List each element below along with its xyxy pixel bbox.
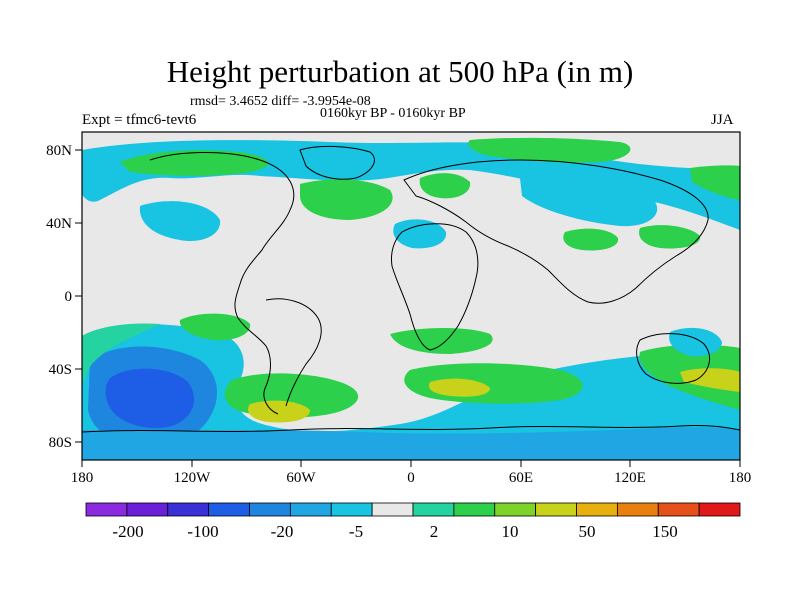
lat-label-40n: 40N: [46, 216, 72, 232]
sh-atlantic-yellow: [248, 400, 310, 423]
colorbar-label-6: 50: [578, 522, 596, 541]
nh-atlantic-blue: [393, 219, 447, 249]
season-label: JJA: [711, 112, 734, 128]
colorbar-swatch: [167, 502, 210, 517]
south-america-coast: [265, 298, 322, 407]
colorbar-swatch: [576, 502, 618, 517]
colorbar-swatch: [453, 502, 496, 517]
sh-indian-yellow: [428, 378, 490, 397]
colorbar-label-2: -20: [270, 522, 294, 541]
colorbar-swatch: [371, 502, 414, 517]
lon-label-120e: 120E: [614, 470, 646, 486]
colorbar-swatch: [289, 502, 332, 517]
nh-siberia-green: [468, 137, 631, 163]
lon-label-60e: 60E: [509, 470, 533, 486]
nh-greenland-green: [300, 179, 393, 220]
africa-coast: [391, 223, 479, 351]
australia-coast: [636, 333, 711, 384]
map-title: Height perturbation at 500 hPa (in m): [166, 54, 634, 89]
colorbar-swatch: [330, 502, 373, 517]
lon-label-60w: 60W: [286, 470, 316, 486]
colorbar-swatch: [616, 502, 659, 517]
colorbar-label-7: 150: [652, 522, 678, 541]
sh-pacific-yellow: [680, 368, 740, 392]
colorbar-label-5: 10: [501, 522, 519, 541]
sh-ring-green: [82, 323, 160, 388]
colorbar-label-0: -200: [112, 522, 144, 541]
coastlines: [81, 145, 741, 433]
lat-label-80s: 80S: [49, 435, 72, 451]
lon-label-120w: 120W: [174, 470, 212, 486]
colorbar-swatch: [657, 502, 700, 517]
nh-pacific-blue-2: [520, 175, 658, 227]
north-america-coast: [149, 152, 295, 415]
nh-asia-green-2: [639, 225, 701, 249]
colorbar-swatch: [126, 502, 169, 517]
lat-label-80n: 80N: [46, 143, 72, 159]
nh-pacific-blue: [139, 201, 221, 242]
sh-deep-blue: [105, 368, 195, 428]
eurasia-coast: [403, 159, 709, 304]
period-label: 0160kyr BP - 0160kyr BP: [320, 106, 466, 121]
antarctica-coast: [81, 425, 741, 433]
anomaly-field: [82, 132, 740, 460]
nh-asia-green: [563, 228, 619, 251]
stats-line: rmsd= 3.4652 diff= -3.9954e-08: [190, 94, 371, 109]
nh-pacific-green: [690, 165, 740, 200]
colorbar: [85, 502, 741, 517]
colorbar-swatch: [208, 502, 250, 517]
colorbar-swatch: [494, 502, 537, 517]
lat-label-0: 0: [65, 289, 73, 305]
colorbar-swatch: [85, 502, 128, 517]
sh-southern-ocean-blue: [82, 427, 740, 460]
experiment-label: Expt = tfmc6-tevt6: [82, 112, 197, 128]
lon-label-180w: 180: [71, 470, 94, 486]
colorbar-swatch: [535, 502, 577, 517]
colorbar-label-3: -5: [348, 522, 364, 541]
colorbar-swatch: [412, 502, 455, 517]
colorbar-swatch: [698, 502, 741, 517]
colorbar-label-4: 2: [429, 522, 439, 541]
lat-label-40s: 40S: [49, 362, 72, 378]
greenland-coast: [299, 145, 375, 180]
nh-europe-green: [419, 173, 471, 199]
axis-ticks: [75, 149, 741, 467]
colorbar-label-1: -100: [187, 522, 219, 541]
sh-pacific-green-2: [179, 313, 251, 341]
lon-label-180e: 180: [729, 470, 752, 486]
nh-arctic-green: [120, 150, 269, 176]
colorbar-swatch: [249, 502, 291, 517]
sh-africa-green: [390, 328, 493, 354]
sh-outer-blue: [82, 323, 740, 460]
lon-label-0: 0: [407, 470, 415, 486]
